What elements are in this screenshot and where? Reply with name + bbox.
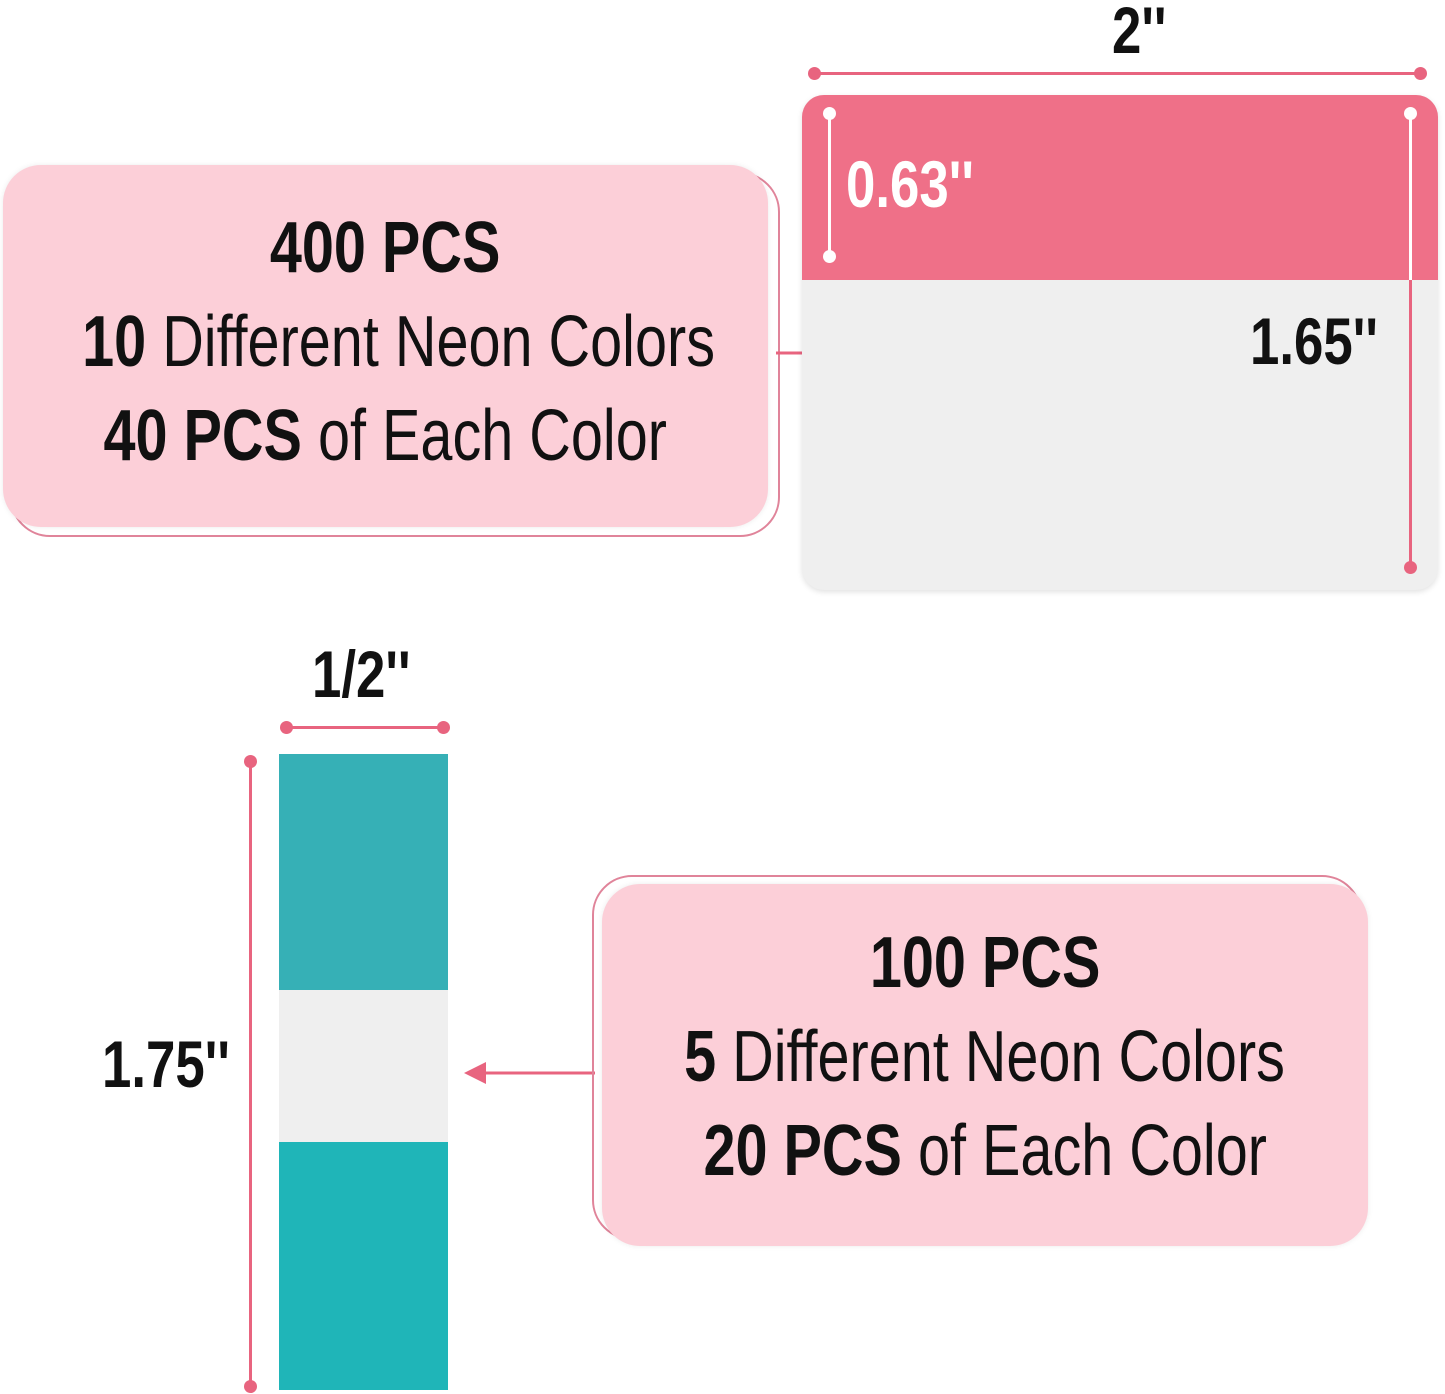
large-height-label: 1.65'' [1250,304,1378,378]
dim-dot [244,1380,257,1393]
arrow-left-icon [464,1062,595,1084]
large-tab-image [802,95,1438,590]
large-width-line [814,72,1421,75]
tab-height-line [828,112,831,257]
dim-dot [437,721,450,734]
large-per-color-line: 40 PCS of Each Color [103,396,668,476]
small-height-label: 1.75'' [102,1027,230,1101]
dim-dot [244,755,257,768]
dim-dot [823,107,836,120]
small-width-line [286,726,443,729]
small-info-box: 100 PCS 5 Different Neon Colors 20 PCS o… [602,884,1368,1246]
dim-dot [1414,67,1427,80]
large-quantity: 400 PCS [270,208,501,288]
dim-dot [808,67,821,80]
small-height-line [249,761,252,1386]
small-colors-line: 5 Different Neon Colors [684,1017,1286,1097]
small-per-color-line: 20 PCS of Each Color [703,1111,1267,1191]
large-width-label: 2'' [1112,0,1167,67]
large-tab-colored-strip [802,95,1438,280]
dim-dot [280,721,293,734]
small-tab-image [279,754,448,1390]
tab-height-label: 0.63'' [846,147,974,221]
dim-dot [823,250,836,263]
small-quantity: 100 PCS [869,923,1101,1003]
large-height-line-lower [1409,280,1412,568]
small-tab-top-strip [279,754,448,990]
small-width-label: 1/2'' [312,637,411,711]
large-colors-line: 10 Different Neon Colors [82,302,715,382]
small-tab-bottom-strip [279,1142,448,1390]
dim-dot [1404,107,1417,120]
dim-dot [1404,561,1417,574]
large-info-box: 400 PCS 10 Different Neon Colors 40 PCS … [3,165,768,527]
